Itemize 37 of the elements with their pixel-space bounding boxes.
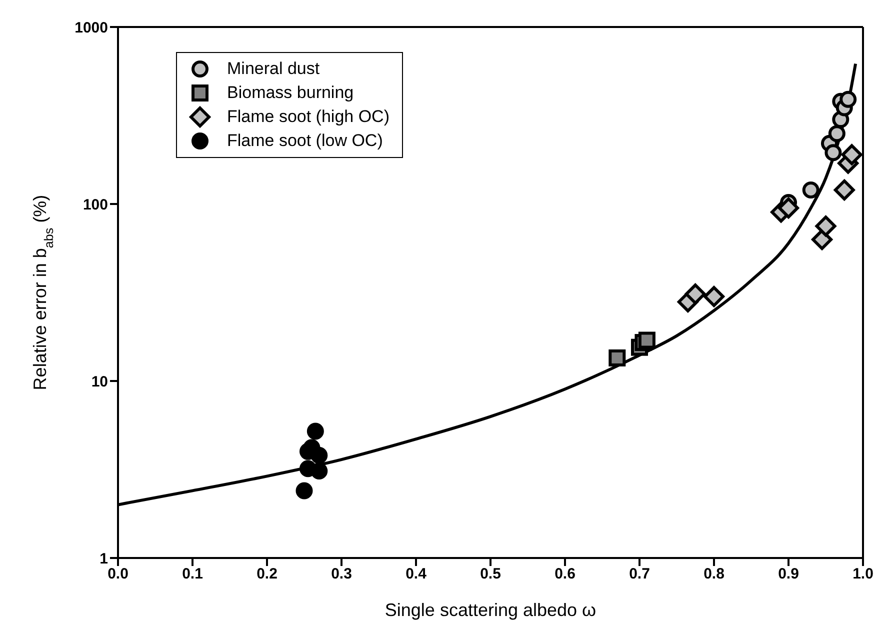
point bbox=[812, 229, 833, 250]
legend-label: Flame soot (low OC) bbox=[227, 131, 383, 151]
x-tick-label: 0.3 bbox=[331, 566, 352, 583]
point bbox=[778, 197, 799, 218]
point bbox=[802, 181, 820, 198]
x-tick-label: 1.0 bbox=[852, 566, 874, 583]
point bbox=[815, 216, 836, 237]
legend-label: Biomass burning bbox=[227, 83, 354, 103]
point bbox=[841, 144, 862, 166]
x-tick-label: 0.7 bbox=[629, 566, 650, 583]
point bbox=[828, 125, 846, 142]
x-axis-title: Single scattering albedo ω bbox=[384, 600, 596, 620]
x-tick-label: 0.0 bbox=[108, 566, 128, 583]
x-tick-label: 0.4 bbox=[406, 566, 428, 583]
point bbox=[704, 286, 724, 308]
point bbox=[840, 90, 857, 108]
point bbox=[608, 349, 626, 366]
legend-label: Mineral dust bbox=[227, 59, 320, 79]
y-tick-label: 1 bbox=[100, 550, 108, 568]
point bbox=[638, 332, 656, 349]
point bbox=[310, 462, 328, 480]
y-tick-label: 10 bbox=[91, 373, 108, 390]
point bbox=[684, 284, 706, 305]
x-tick-label: 0.6 bbox=[554, 566, 576, 583]
x-tick-label: 0.5 bbox=[480, 566, 501, 583]
x-tick-label: 0.1 bbox=[182, 566, 203, 583]
point bbox=[824, 144, 842, 162]
legend-label: Flame soot (high OC) bbox=[227, 107, 390, 127]
point bbox=[306, 422, 324, 440]
y-tick-label: 100 bbox=[82, 196, 108, 214]
point bbox=[834, 179, 855, 200]
point bbox=[310, 446, 328, 464]
x-tick-label: 0.9 bbox=[778, 566, 799, 583]
y-tick-label: 1000 bbox=[74, 19, 108, 36]
point bbox=[296, 482, 313, 500]
x-tick-label: 0.8 bbox=[704, 566, 724, 583]
x-tick-label: 0.2 bbox=[256, 566, 278, 583]
